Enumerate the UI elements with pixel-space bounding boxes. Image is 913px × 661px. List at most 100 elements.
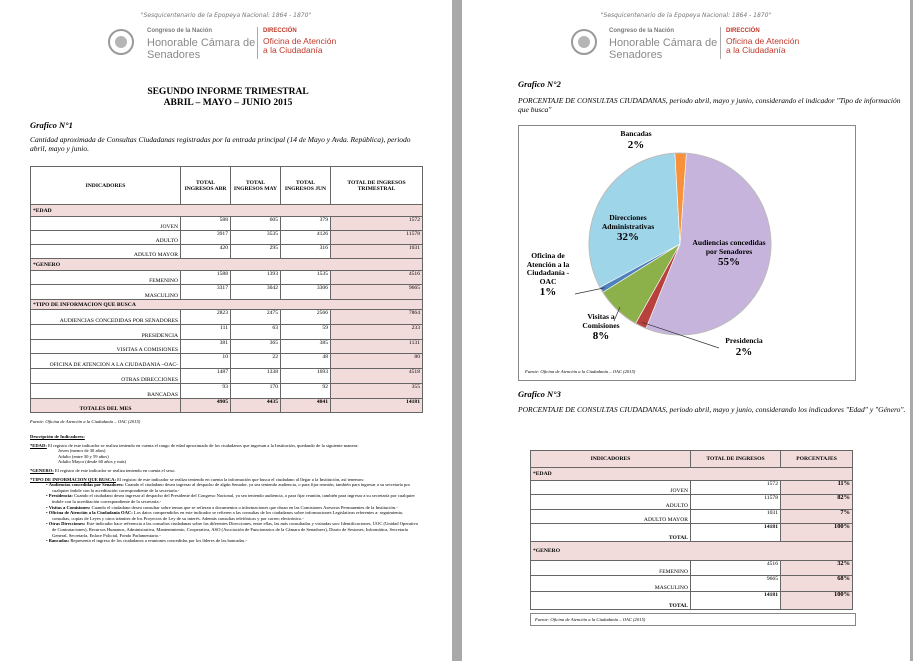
section-row: *EDAD: [530, 467, 853, 481]
section-row: *TIPO DE INFORMACION QUE BUSCA: [30, 299, 423, 310]
value-cell: 80: [330, 353, 423, 369]
value-cell: 3917: [180, 230, 231, 245]
label-cell: BANCADAS: [30, 383, 181, 399]
org-line: Senadores: [147, 49, 201, 61]
value-cell: 10: [180, 353, 231, 369]
text: El registro de este indicador se realiza…: [117, 476, 365, 482]
data-row: PRESIDENCIA 111 63 59 233: [30, 324, 423, 340]
header-cell: TOTAL INGRESOS ABR: [180, 166, 231, 205]
label-cell: MASCULINO: [530, 575, 691, 592]
value-cell: 3042: [230, 284, 281, 300]
data-row: JOVEN 588 605 379 1572: [30, 216, 423, 231]
label-cell: JOVEN: [530, 480, 691, 495]
category-label: Direcciones Administrativas: [601, 213, 655, 231]
data-row: JOVEN 1572 11%: [530, 480, 853, 495]
data-row: ADULTO 11578 82%: [530, 494, 853, 510]
value-cell: 4126: [280, 230, 331, 245]
value-cell: 1031: [330, 244, 423, 259]
value-cell: 9665: [330, 284, 423, 300]
value-cell: 32%: [780, 560, 853, 576]
pie-label: Audiencias concedidas por Senadores 55%: [689, 238, 769, 269]
section-row: *GENERO: [530, 541, 853, 561]
value-cell: 365: [230, 339, 281, 354]
label-cell: TOTAL: [530, 523, 691, 542]
value-cell: 4905: [180, 398, 231, 413]
label-cell: ADULTO MAYOR: [530, 509, 691, 524]
detail-term: Visitas a Comisiones:: [48, 504, 91, 510]
data-row: ADULTO MAYOR 420 295 316 1031: [30, 244, 423, 259]
value-cell: 1393: [230, 270, 281, 285]
data-row: FEMENINO 4516 32%: [530, 560, 853, 576]
pie-chart: [574, 152, 772, 349]
pie-label: Bancadas 2%: [606, 129, 666, 150]
value-cell: 170: [230, 383, 281, 399]
value-label: 55%: [718, 256, 740, 269]
detail-text: Los datos comprendidos en este indicador…: [52, 510, 404, 521]
dept-label: DIRECCIÓN: [263, 28, 297, 34]
value-cell: 63: [230, 324, 281, 340]
value-cell: 11578: [330, 230, 423, 245]
value-cell: 1588: [180, 270, 231, 285]
value-cell: 2475: [230, 309, 281, 325]
bullet: Joven (menor de 30 años): [58, 448, 106, 454]
detail: • Presidencia: Cuando el ciudadano desea…: [30, 493, 420, 504]
header-cell: INDICADORES: [30, 166, 181, 205]
data-row: ADULTO 3917 3535 4126 11578: [30, 230, 423, 245]
value-cell: 14181: [690, 523, 781, 542]
label-cell: ADULTO: [30, 230, 181, 245]
section-cell: *EDAD: [530, 467, 853, 481]
value-cell: 1338: [230, 368, 281, 384]
value-cell: 59: [280, 324, 331, 340]
divider: [257, 27, 258, 59]
value-cell: 1572: [330, 216, 423, 231]
detail: • Audiencias concedidas por Senadores: C…: [30, 482, 420, 493]
description-item: *EDAD: El registro de este indicador se …: [30, 443, 420, 449]
category-label: Oficina de Atención a la Ciudadanía - OA…: [526, 251, 570, 286]
pie-label: Oficina de Atención a la Ciudadanía - OA…: [518, 251, 578, 298]
category-label: Bancadas: [620, 129, 652, 138]
value-cell: 92: [280, 383, 331, 399]
value-cell: 11%: [780, 480, 853, 495]
value-cell: 355: [330, 383, 423, 399]
header-cell: TOTAL DE INGRESOS TRIMESTRAL: [330, 166, 423, 205]
value-cell: 1487: [180, 368, 231, 384]
description-heading: Descripción de Indicadores:: [30, 434, 85, 439]
detail-term: Oficina de Atención a la Ciudadanía OAC:: [48, 510, 133, 516]
org-line: Congreso de la Nación: [147, 28, 213, 34]
figure-label: Grafico N°1: [30, 120, 73, 130]
description-item: *TIPO DE INFORMACION QUE BUSCA: El regis…: [30, 477, 420, 483]
logo: [108, 29, 134, 55]
value-cell: 1693: [280, 368, 331, 384]
value-cell: 3317: [180, 284, 231, 300]
marker: •: [46, 510, 49, 516]
detail-text: Este indicador hace referencia a las con…: [52, 521, 418, 538]
header-row: INDICADORES TOTAL DE INGRESOS PORCENTAJES: [530, 450, 853, 468]
org-line: Congreso de la Nación: [609, 28, 675, 34]
value-cell: 605: [230, 216, 281, 231]
value-label: 8%: [592, 330, 610, 343]
figure-caption: Cantidad aproximada de Consultas Ciudada…: [30, 135, 411, 153]
header-cell: TOTAL INGRESOS MAY: [230, 166, 281, 205]
data-table: INDICADORES TOTAL INGRESOS ABR TOTAL INGRE…: [30, 166, 423, 413]
data-row: TOTAL 14181 100%: [530, 591, 853, 610]
value-cell: 420: [180, 244, 231, 259]
data-row: ADULTO MAYOR 1031 7%: [530, 509, 853, 524]
value-cell: 100%: [780, 591, 853, 610]
value-cell: 4516: [690, 560, 781, 576]
motto: "Sesquicentenario de la Epopeya Nacional…: [140, 12, 312, 19]
label-cell: FEMENINO: [530, 560, 691, 576]
value-cell: 4435: [230, 398, 281, 413]
value-cell: 22: [230, 353, 281, 369]
value-cell: 7864: [330, 309, 423, 325]
text: El registro de este indicador se realiza…: [54, 467, 176, 473]
marker: •: [46, 538, 49, 544]
leader-line: [574, 287, 605, 295]
data-row: MASCULINO 3317 3042 3306 9665: [30, 284, 423, 300]
header-row: INDICADORES TOTAL INGRESOS ABR TOTAL INGRE…: [30, 166, 423, 205]
marker: •: [46, 521, 49, 527]
header-cell: TOTAL DE INGRESOS: [690, 450, 781, 468]
detail-term: Presidencia:: [48, 493, 73, 499]
term: *GENERO:: [30, 467, 54, 473]
section-row: *GENERO: [30, 258, 423, 271]
text: El registro de este indicador se realiza…: [48, 442, 359, 448]
